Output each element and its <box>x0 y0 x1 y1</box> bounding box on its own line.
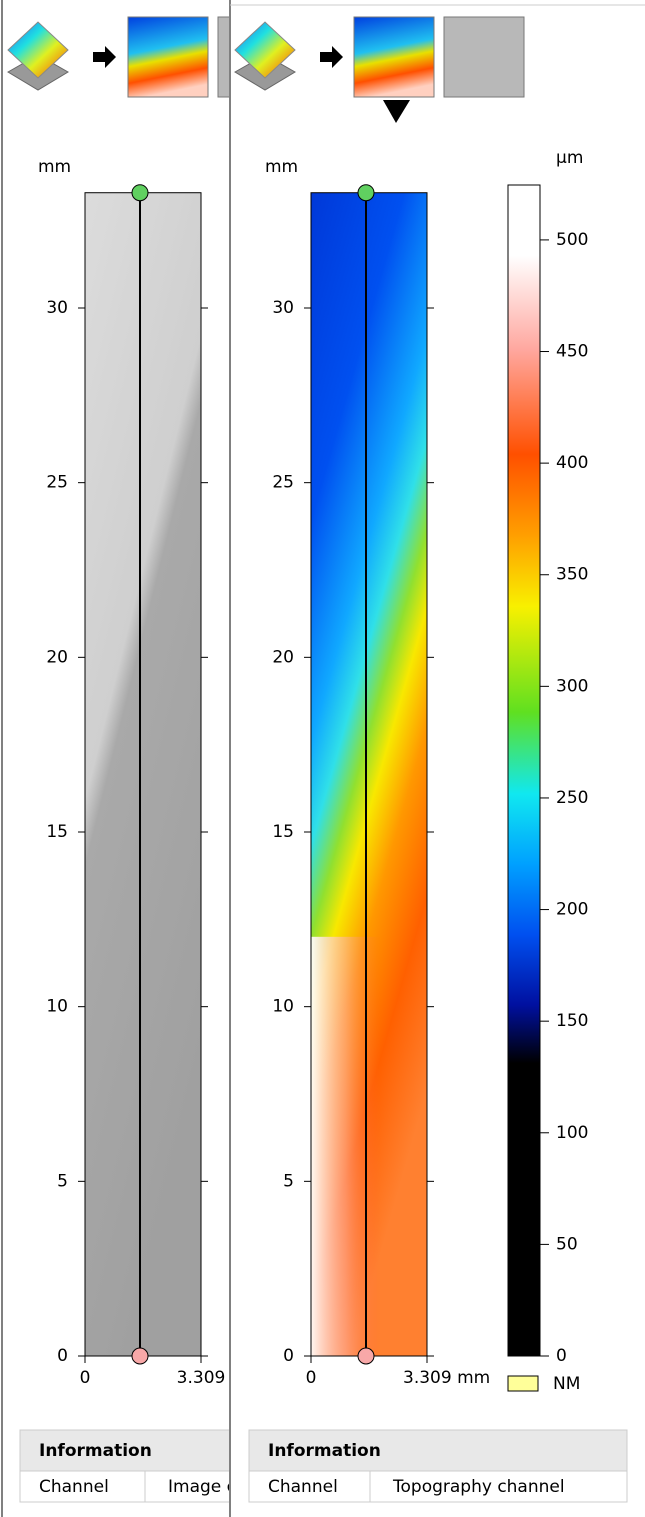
colorbar-tick-label: 250 <box>556 788 588 808</box>
nodata-swatch <box>507 1375 539 1392</box>
table-header <box>19 1429 229 1472</box>
colorbar-tick-label: 150 <box>556 1011 588 1031</box>
thumbnail <box>127 16 209 98</box>
colorbar-unit: µm <box>556 148 583 168</box>
y-tick-label: 15 <box>46 822 68 842</box>
y-tick-label: 0 <box>283 1346 294 1366</box>
y-tick-label: 20 <box>272 647 294 667</box>
table-row <box>19 1470 229 1503</box>
colorbar-tick-label: 450 <box>556 342 588 362</box>
y-tick-label: 15 <box>272 822 294 842</box>
y-tick-label: 30 <box>46 298 68 318</box>
y-tick-label: 10 <box>272 997 294 1017</box>
colorbar-tick-label: 200 <box>556 900 588 920</box>
colorbar-tick-label: 350 <box>556 565 588 585</box>
colorbar-tick-label: 100 <box>556 1123 588 1143</box>
table-header <box>248 1429 628 1472</box>
table-cell: Channel <box>268 1477 338 1497</box>
table-cell: Channel <box>39 1477 109 1497</box>
arrow-icon <box>320 46 343 68</box>
y-tick-label: 25 <box>272 473 294 493</box>
y-axis-unit: mm <box>38 157 71 177</box>
x-tick-label: 0 <box>306 1368 317 1388</box>
y-tick-label: 30 <box>272 298 294 318</box>
x-tick-label: 3.309 <box>177 1368 226 1388</box>
thumbnail <box>443 16 525 98</box>
surface-image <box>85 192 201 1357</box>
thumbnail <box>353 16 435 98</box>
arrow-icon <box>93 46 116 68</box>
left-panel: mm 0 5 10 15 20 25 30 0 3.309 Information Channel Im… <box>1 0 236 1517</box>
colorbar <box>507 184 541 1357</box>
x-tick-label: 0 <box>80 1368 91 1388</box>
table-cell: Topography channel <box>392 1477 565 1497</box>
thumbnail <box>217 16 229 98</box>
y-tick-label: 10 <box>46 997 68 1017</box>
table-cell: Image c <box>168 1477 236 1497</box>
colorbar-tick-label: 50 <box>556 1234 578 1254</box>
profile-end <box>131 1347 149 1365</box>
y-tick-label: 25 <box>46 473 68 493</box>
surface-image-overlay <box>311 936 427 1356</box>
y-tick-label: 5 <box>57 1171 68 1191</box>
y-tick-label: 5 <box>283 1171 294 1191</box>
profile-start <box>131 184 149 202</box>
table-title: Information <box>39 1441 152 1461</box>
colorbar-tick-label: 500 <box>556 230 588 250</box>
selected-marker <box>383 100 410 123</box>
nodata-label: NM <box>553 1374 580 1394</box>
y-tick-label: 20 <box>46 647 68 667</box>
layer-icon <box>7 21 69 79</box>
table-title: Information <box>268 1441 381 1461</box>
x-tick-label: 3.309 mm <box>403 1368 490 1388</box>
table-row <box>248 1470 628 1503</box>
colorbar-tick-label: 0 <box>556 1346 567 1366</box>
profile-start <box>357 184 375 202</box>
colorbar-tick-label: 400 <box>556 453 588 473</box>
profile-end <box>357 1347 375 1365</box>
y-tick-label: 0 <box>57 1346 68 1366</box>
colorbar-tick-label: 300 <box>556 676 588 696</box>
y-axis-unit: mm <box>265 157 298 177</box>
layer-icon <box>234 21 296 79</box>
